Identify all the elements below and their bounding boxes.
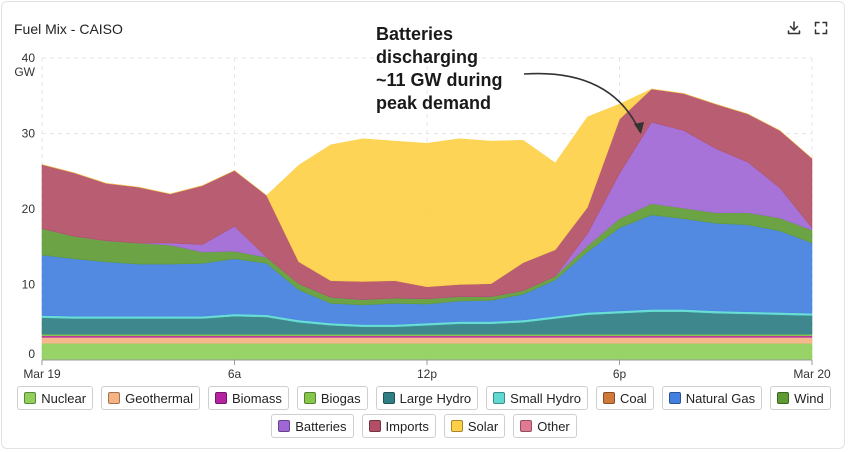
annotation-arrowhead	[634, 122, 644, 134]
legend-label: Wind	[794, 390, 824, 406]
legend-swatch	[24, 392, 37, 404]
y-tick-label: 10	[22, 278, 36, 292]
fullscreen-icon[interactable]	[811, 18, 831, 38]
legend-item-wind[interactable]: Wind	[770, 386, 831, 410]
annotation-line-1: Batteries	[376, 24, 453, 44]
y-tick-label: 0	[28, 347, 35, 361]
x-tick-label: 12p	[417, 367, 437, 381]
legend-label: Other	[537, 418, 570, 434]
legend-item-coal[interactable]: Coal	[595, 386, 654, 410]
legend-item-biomass[interactable]: Biomass	[208, 386, 289, 410]
legend-item-geothermal[interactable]: Geothermal	[101, 386, 200, 410]
chart-title: Fuel Mix - CAISO	[14, 21, 123, 37]
legend-item-natural-gas[interactable]: Natural Gas	[661, 386, 763, 410]
legend-item-biogas[interactable]: Biogas	[296, 386, 368, 410]
legend-item-small-hydro[interactable]: Small Hydro	[486, 386, 588, 410]
legend-item-batteries[interactable]: Batteries	[271, 414, 354, 438]
legend-item-other[interactable]: Other	[513, 414, 577, 438]
y-axis-label: GW	[14, 65, 35, 79]
legend-label: Solar	[467, 418, 499, 434]
legend-swatch	[303, 392, 316, 404]
annotation-line-2: discharging	[376, 47, 478, 67]
legend-label: Biomass	[232, 390, 282, 406]
annotation: Batteries discharging ~11 GW during peak…	[376, 24, 644, 134]
legend-swatch	[450, 420, 463, 432]
legend-label: Nuclear	[41, 390, 87, 406]
legend-label: Natural Gas	[685, 390, 756, 406]
legend-label: Small Hydro	[510, 390, 581, 406]
legend-label: Biogas	[320, 390, 361, 406]
legend-swatch	[108, 392, 121, 404]
legend-swatch	[493, 392, 506, 404]
legend-item-imports[interactable]: Imports	[361, 414, 436, 438]
legend-swatch	[215, 392, 227, 404]
legend-label: Large Hydro	[399, 390, 472, 406]
y-tick-label: 20	[22, 202, 36, 216]
legend-swatch	[777, 392, 790, 404]
area-nuclear	[41, 343, 813, 361]
legend-item-large-hydro[interactable]: Large Hydro	[375, 386, 479, 410]
legend-swatch	[520, 420, 533, 432]
legend-swatch	[368, 420, 381, 432]
legend-item-nuclear[interactable]: Nuclear	[17, 386, 94, 410]
y-tick-label: 40	[22, 51, 36, 65]
chart-legend: Nuclear Geothermal Biomass Biogas Large Hydr…	[10, 386, 838, 438]
annotation-line-3: ~11 GW during	[376, 70, 503, 90]
annotation-arrow	[523, 72, 641, 133]
chart-areas	[41, 88, 813, 361]
x-tick-label: 6p	[613, 367, 627, 381]
legend-swatch	[602, 392, 615, 404]
x-tick-label: Mar 20	[793, 367, 831, 381]
legend-swatch	[668, 392, 681, 404]
legend-label: Imports	[385, 418, 429, 434]
legend-item-solar[interactable]: Solar	[443, 414, 506, 438]
legend-swatch	[278, 420, 291, 432]
area-solar	[41, 88, 813, 288]
legend-label: Batteries	[295, 418, 347, 434]
x-axis: Mar 19 6a 12p 6p Mar 20	[23, 359, 831, 381]
legend-label: Coal	[619, 390, 647, 406]
area-geothermal	[41, 337, 813, 344]
legend-swatch	[382, 392, 395, 404]
x-tick-label: 6a	[228, 367, 242, 381]
y-tick-label: 30	[22, 127, 36, 141]
x-tick-label: Mar 19	[23, 367, 61, 381]
download-icon[interactable]	[784, 18, 804, 38]
annotation-line-4: peak demand	[376, 93, 491, 113]
legend-label: Geothermal	[125, 390, 193, 406]
